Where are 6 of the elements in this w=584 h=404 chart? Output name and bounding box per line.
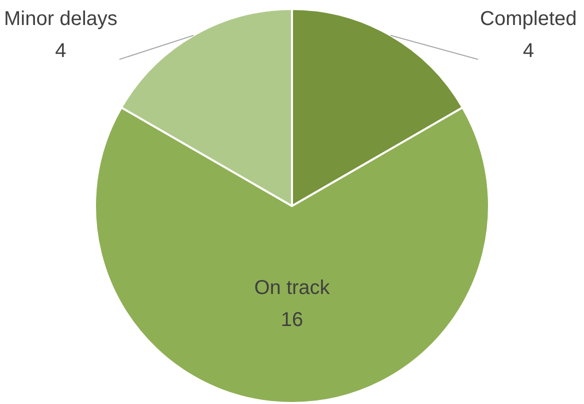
data-label: 16 [280, 309, 304, 332]
slice-label: On track [254, 277, 331, 300]
data-label: 4 [522, 40, 534, 62]
slice-label: Completed [480, 8, 577, 30]
slice-label: Minor delays [4, 8, 118, 30]
data-label: 4 [55, 40, 66, 62]
